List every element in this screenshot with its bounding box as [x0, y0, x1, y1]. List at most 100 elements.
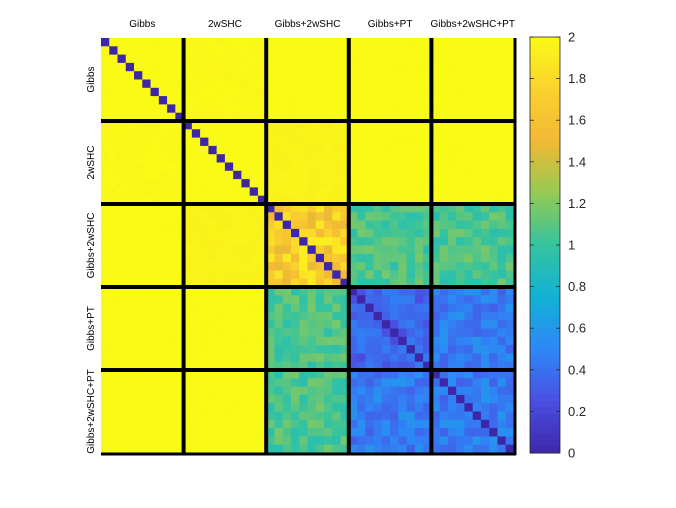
heatmap-cell [282, 386, 292, 396]
heatmap-cell [340, 54, 350, 64]
colorbar-tick-label: 0.4 [568, 362, 586, 377]
heatmap-cell [423, 419, 432, 429]
heatmap-cell [439, 270, 449, 280]
heatmap-cell [274, 262, 284, 271]
heatmap-cell [480, 378, 490, 387]
heatmap-cell [299, 104, 308, 114]
heatmap-cell [381, 162, 391, 172]
heatmap-cell [456, 54, 465, 64]
heatmap-cell [398, 253, 408, 263]
heatmap-cell [464, 287, 474, 296]
heatmap-cell [406, 104, 416, 114]
heatmap-cell [101, 403, 110, 412]
heatmap-cell [117, 320, 127, 329]
heatmap-cell [381, 228, 391, 238]
heatmap-cell [216, 428, 226, 437]
heatmap-cell [191, 129, 201, 138]
heatmap-cell [224, 87, 234, 97]
heatmap-cell [109, 87, 118, 97]
heatmap-cell [282, 237, 292, 246]
heatmap-cell [224, 154, 234, 163]
heatmap-cell [480, 62, 490, 72]
heatmap-cell [257, 87, 267, 97]
heatmap-cell [340, 46, 350, 55]
heatmap-cell [423, 428, 432, 437]
heatmap-cell [480, 303, 490, 313]
heatmap-cell [224, 336, 234, 346]
heatmap-cell [125, 162, 135, 172]
heatmap-cell [142, 262, 151, 271]
colorbar-segment [530, 212, 560, 220]
heatmap-cell [183, 154, 193, 163]
heatmap-cell [307, 38, 317, 47]
heatmap-cell [456, 121, 465, 130]
colorbar-segment [530, 63, 560, 70]
heatmap-cell [109, 137, 118, 147]
heatmap-cell [464, 262, 474, 271]
heatmap-cell [299, 270, 308, 280]
heatmap-cell [290, 170, 300, 180]
heatmap-cell [150, 79, 160, 89]
heatmap-cell [241, 370, 251, 379]
heatmap-cell [109, 311, 118, 321]
heatmap-cell [365, 46, 374, 55]
heatmap-cell [381, 187, 391, 197]
heatmap-cell [299, 46, 308, 55]
column-group-label: Gibbs+2wSHC+PT [430, 19, 514, 30]
heatmap-cell [489, 62, 498, 72]
heatmap-cell [332, 187, 341, 197]
heatmap-cell [505, 345, 515, 354]
heatmap-cell [381, 204, 391, 213]
heatmap-cell [357, 96, 366, 105]
heatmap-cell [315, 370, 325, 379]
heatmap-cell [158, 38, 168, 47]
heatmap-cell [398, 386, 408, 396]
heatmap-cell [431, 262, 441, 271]
heatmap-cell [150, 361, 160, 371]
heatmap-cell [307, 444, 317, 454]
heatmap-cell [315, 303, 325, 313]
heatmap-cell [224, 278, 234, 288]
heatmap-cell [208, 228, 218, 238]
heatmap-cell [447, 170, 457, 180]
heatmap-cell [414, 370, 424, 379]
heatmap-cell [423, 79, 432, 89]
heatmap-cell [505, 295, 515, 304]
heatmap-cell [175, 162, 184, 172]
heatmap-cell [142, 311, 151, 321]
heatmap-cell [489, 262, 498, 271]
heatmap-cell [299, 303, 308, 313]
heatmap-cell [480, 270, 490, 280]
heatmap-cell [464, 212, 474, 221]
heatmap-cell [167, 137, 176, 147]
heatmap-cell [472, 38, 482, 47]
heatmap-cell [233, 403, 242, 412]
heatmap-cell [332, 38, 341, 47]
heatmap-cell [142, 54, 151, 64]
heatmap-cell [307, 170, 317, 180]
heatmap-cell [142, 270, 151, 280]
heatmap-cell [200, 237, 209, 246]
heatmap-cell [109, 71, 118, 80]
heatmap-cell [307, 336, 317, 346]
heatmap-cell [142, 295, 151, 304]
heatmap-cell [324, 253, 333, 263]
heatmap-cell [266, 220, 275, 230]
heatmap-cell [101, 212, 110, 221]
heatmap-cell [439, 195, 449, 205]
heatmap-cell [216, 220, 226, 230]
heatmap-cell [357, 62, 366, 72]
heatmap-cell [183, 336, 193, 346]
heatmap-cell [183, 112, 193, 122]
heatmap-cell [348, 411, 358, 421]
heatmap-cell [299, 436, 308, 446]
heatmap-cell [315, 71, 325, 80]
heatmap-cell [150, 386, 160, 396]
heatmap-cell [324, 361, 333, 371]
heatmap-cell [101, 336, 110, 346]
heatmap-cell [158, 228, 168, 238]
heatmap-cell [150, 170, 160, 180]
heatmap-cell [480, 162, 490, 172]
heatmap-cell [406, 170, 416, 180]
heatmap-cell [307, 245, 317, 255]
